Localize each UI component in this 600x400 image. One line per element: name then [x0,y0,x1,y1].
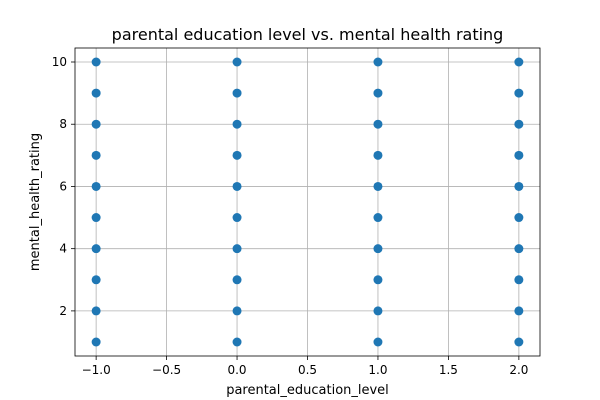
data-point [514,275,524,285]
data-point [373,119,383,129]
x-axis-label: parental_education_level [226,383,389,398]
data-point [232,57,242,67]
y-tick-label: 6 [59,179,67,193]
data-point [514,150,524,160]
data-point [514,244,524,254]
data-point [91,57,101,67]
data-point [91,88,101,98]
data-point [91,275,101,285]
axis-ticks: −1.0 −0.5 0.0 0.5 1.0 1.5 2.0 2 4 6 8 10 [52,55,529,377]
data-point [373,244,383,254]
x-tick-label: 2.0 [509,363,528,377]
data-point [232,150,242,160]
data-point [514,213,524,223]
data-point [514,57,524,67]
data-point [373,275,383,285]
data-point [91,213,101,223]
data-point [373,337,383,347]
data-point [91,337,101,347]
data-point [373,88,383,98]
data-point [232,306,242,316]
data-point [373,57,383,67]
data-point [232,181,242,191]
y-tick-label: 4 [59,242,67,256]
data-point [514,181,524,191]
data-point [232,337,242,347]
data-point [514,306,524,316]
data-point [514,337,524,347]
x-tick-label: 0.0 [227,363,246,377]
data-point [91,181,101,191]
data-point [232,88,242,98]
x-tick-label: 0.5 [298,363,317,377]
y-axis-label: mental_health_rating [28,133,43,271]
data-point [91,150,101,160]
data-point [373,213,383,223]
x-tick-label: −0.5 [152,363,181,377]
data-point [232,244,242,254]
y-tick-label: 2 [59,304,67,318]
data-point [373,306,383,316]
data-point [91,244,101,254]
chart-title: parental education level vs. mental heal… [112,25,504,44]
data-point [91,119,101,129]
y-tick-label: 10 [52,55,67,69]
data-points [91,57,524,347]
data-point [373,181,383,191]
data-point [514,119,524,129]
data-point [373,150,383,160]
data-point [91,306,101,316]
x-tick-label: −1.0 [82,363,111,377]
y-tick-label: 8 [59,117,67,131]
data-point [232,119,242,129]
data-point [232,275,242,285]
x-tick-label: 1.0 [368,363,387,377]
x-tick-label: 1.5 [439,363,458,377]
data-point [514,88,524,98]
data-point [232,213,242,223]
grid-lines [75,48,540,356]
